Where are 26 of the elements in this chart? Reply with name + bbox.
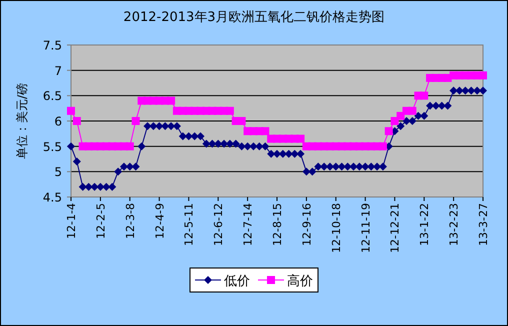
x-tick-label: 12-2-5 <box>94 203 108 239</box>
x-tick-label: 13-2-23 <box>448 203 461 246</box>
x-tick-label: 12-12-21 <box>388 203 402 253</box>
x-tick-label: 12-6-12 <box>212 203 226 246</box>
y-tick-label: 6 <box>54 114 62 128</box>
x-tick-label: 12-1-4 <box>65 203 78 239</box>
x-tick-label: 12-3-8 <box>124 203 137 239</box>
chart-title: 2012-2013年3月欧洲五氧化二钒价格走势图 <box>123 10 385 25</box>
y-tick-label: 6.5 <box>42 89 62 104</box>
x-tick-label: 13-3-27 <box>477 203 490 246</box>
x-tick-label: 12-5-11 <box>182 203 196 246</box>
y-axis-title: 单位：美元/磅 <box>15 82 29 160</box>
y-tick-label: 5.5 <box>42 140 62 154</box>
x-tick-label: 12-4-9 <box>153 203 166 239</box>
x-tick-label: 12-7-14 <box>242 203 255 246</box>
x-tick-label: 12-9-16 <box>300 203 314 246</box>
y-tick-label: 4.5 <box>42 190 62 204</box>
y-tick-label: 5 <box>54 165 62 180</box>
x-tick-label: 12-11-19 <box>359 203 372 253</box>
x-tick-label: 13-1-22 <box>418 203 432 246</box>
x-tick-label: 12-10-18 <box>330 203 343 253</box>
legend-label: 高价 <box>287 273 313 289</box>
y-tick-label: 7.5 <box>42 38 62 52</box>
legend-label: 低价 <box>224 274 250 289</box>
y-tick-label: 7 <box>54 64 62 78</box>
x-tick-label: 12-8-15 <box>271 203 284 246</box>
